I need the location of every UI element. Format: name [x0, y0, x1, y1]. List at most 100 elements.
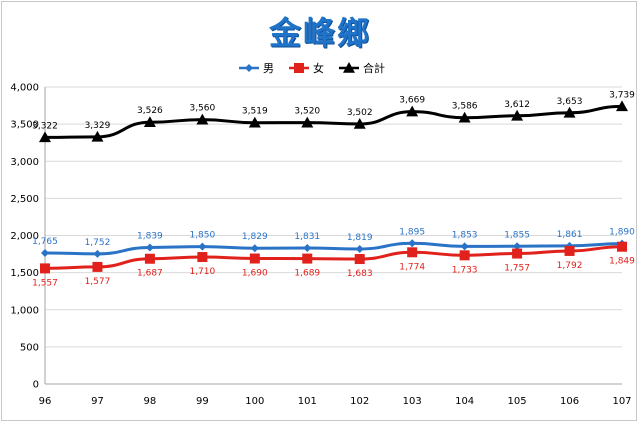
x-tick-label: 100 [245, 396, 264, 407]
legend-label: 女 [313, 61, 324, 75]
series-line [44, 245, 623, 270]
x-tick-label: 98 [144, 396, 157, 407]
data-point [250, 244, 259, 253]
chart-title: 金峰鄉 [268, 14, 371, 52]
data-point [355, 244, 364, 253]
data-label: 1,683 [347, 269, 373, 279]
data-point [145, 243, 154, 252]
data-label: 1,849 [609, 257, 635, 267]
data-label: 1,690 [242, 269, 268, 279]
data-label: 1,557 [32, 278, 58, 288]
data-label: 1,850 [189, 231, 215, 241]
x-tick-label: 99 [196, 396, 209, 407]
data-label: 1,792 [557, 261, 583, 271]
x-tick-label: 105 [508, 396, 527, 407]
data-point [91, 130, 104, 142]
data-point [460, 242, 469, 251]
data-label: 3,520 [294, 107, 320, 117]
x-tick-label: 102 [350, 396, 369, 407]
data-point [144, 253, 155, 264]
data-point [512, 248, 523, 259]
data-point [40, 263, 50, 274]
data-point [301, 116, 314, 128]
data-point [197, 252, 208, 263]
data-point [249, 253, 260, 264]
data-label: 3,612 [504, 100, 530, 110]
data-point [617, 241, 627, 252]
data-point [248, 116, 261, 128]
data-point [303, 244, 312, 253]
legend-marker [294, 63, 304, 73]
legend-marker [343, 62, 355, 73]
data-point [143, 116, 156, 127]
data-label: 1,710 [189, 267, 215, 277]
data-point [563, 106, 576, 118]
legend-label: 合計 [363, 61, 385, 75]
data-point [459, 250, 470, 261]
data-label: 1,577 [85, 277, 111, 287]
data-point [92, 261, 103, 272]
data-label: 3,739 [609, 90, 635, 100]
legend-label: 男 [263, 62, 274, 75]
data-label: 3,322 [32, 121, 58, 131]
data-label: 1,819 [347, 233, 373, 243]
x-tick-label: 104 [455, 396, 474, 407]
data-point [353, 117, 366, 129]
data-point [302, 253, 313, 264]
data-point [564, 245, 575, 256]
data-label: 1,757 [504, 264, 530, 274]
data-point [511, 109, 524, 121]
y-tick-label: 500 [20, 342, 39, 353]
data-label: 3,526 [137, 106, 163, 116]
data-label: 3,329 [85, 121, 111, 131]
legend-marker [245, 64, 253, 72]
y-tick-label: 3,500 [10, 120, 39, 131]
data-label: 3,653 [557, 97, 583, 107]
x-tick-label: 101 [298, 396, 317, 407]
y-tick-label: 3,000 [10, 157, 39, 168]
x-tick-label: 107 [612, 396, 631, 407]
data-point [407, 247, 418, 258]
y-tick-label: 2,500 [10, 194, 39, 205]
data-point [406, 105, 419, 117]
data-label: 3,519 [242, 107, 268, 117]
data-label: 1,839 [137, 231, 163, 241]
data-point [198, 242, 207, 251]
y-tick-label: 1,500 [10, 268, 39, 279]
data-point [354, 254, 365, 265]
y-tick-label: 0 [33, 380, 39, 391]
data-label: 1,890 [609, 228, 635, 238]
x-tick-label: 103 [403, 396, 422, 407]
data-label: 1,831 [294, 232, 320, 242]
data-label: 1,687 [137, 269, 163, 279]
data-label: 1,689 [294, 269, 320, 279]
data-label: 1,765 [32, 237, 58, 247]
x-tick-label: 97 [91, 396, 104, 407]
data-label: 1,861 [557, 230, 583, 240]
data-label: 1,733 [452, 265, 478, 275]
series-line [44, 104, 623, 139]
x-tick-label: 106 [560, 396, 579, 407]
series-line [44, 241, 623, 256]
data-label: 1,853 [452, 230, 478, 240]
data-label: 3,669 [399, 96, 425, 106]
data-label: 1,752 [85, 238, 111, 248]
data-label: 3,560 [189, 104, 215, 114]
data-label: 1,774 [399, 262, 425, 272]
data-label: 1,829 [242, 232, 268, 242]
y-tick-label: 4,000 [10, 83, 39, 94]
data-point [513, 242, 522, 251]
data-point [616, 100, 628, 112]
y-tick-label: 1,000 [10, 305, 39, 316]
data-point [458, 111, 471, 123]
data-point [93, 249, 102, 258]
data-point [39, 131, 51, 143]
data-label: 3,586 [452, 102, 478, 112]
data-label: 1,855 [504, 230, 530, 240]
data-point [196, 113, 209, 125]
data-label: 3,502 [347, 108, 373, 118]
y-tick-label: 2,000 [10, 231, 39, 242]
data-point [408, 239, 417, 248]
